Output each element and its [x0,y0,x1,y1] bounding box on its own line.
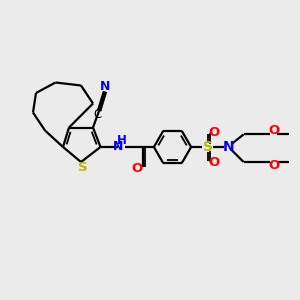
Text: O: O [208,125,220,139]
Text: S: S [202,140,213,154]
Text: O: O [268,124,279,137]
Text: S: S [78,161,87,174]
Text: N: N [223,140,234,154]
Text: O: O [268,159,279,172]
Text: C: C [93,107,102,121]
Text: O: O [208,155,220,169]
Text: O: O [131,161,142,175]
Text: H: H [117,134,126,147]
Text: N: N [100,80,110,94]
Text: N: N [113,140,124,154]
